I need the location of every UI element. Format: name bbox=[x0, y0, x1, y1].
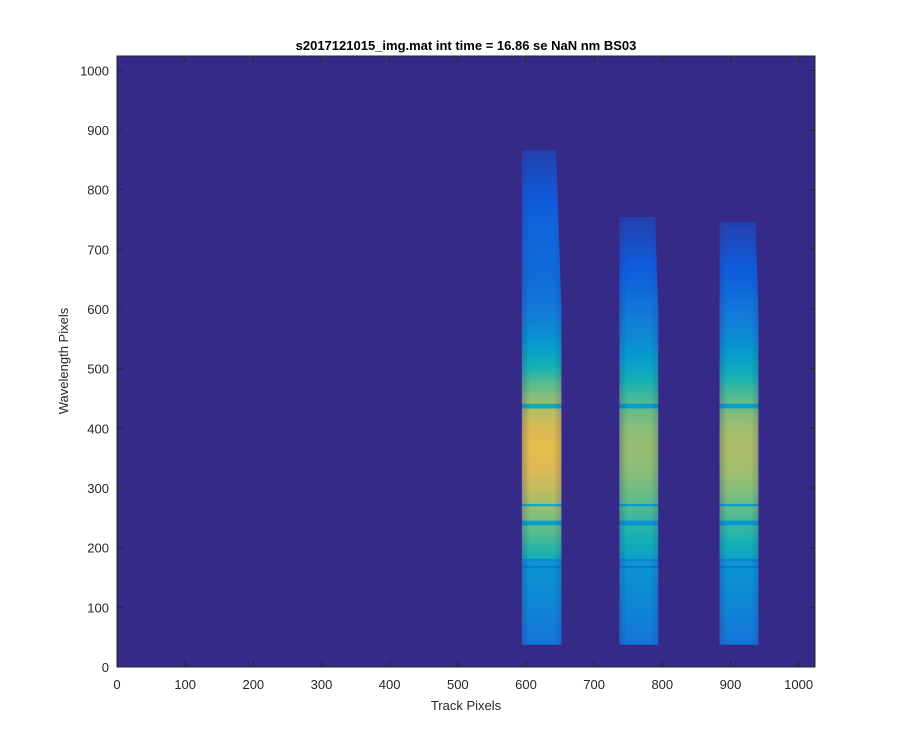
x-tick-label: 100 bbox=[174, 677, 196, 692]
track-edge-shading bbox=[521, 150, 562, 645]
x-axis-label: Track Pixels bbox=[431, 698, 502, 713]
x-axis: 0 100 200 300 400 500 600 700 800 900 1000 bbox=[113, 56, 813, 692]
x-tick-label: 300 bbox=[311, 677, 333, 692]
x-tick-label: 400 bbox=[379, 677, 401, 692]
x-tick-label: 500 bbox=[447, 677, 469, 692]
track-edge-shading bbox=[719, 222, 759, 645]
spectral-track-3 bbox=[719, 221, 759, 645]
x-tick-label: 600 bbox=[515, 677, 537, 692]
plot-frame bbox=[116, 55, 816, 668]
x-tick-label: 1000 bbox=[784, 677, 813, 692]
track-edge-shading bbox=[619, 218, 659, 645]
y-tick-label: 900 bbox=[87, 123, 109, 138]
tracks-layer bbox=[521, 150, 759, 645]
plot-background bbox=[117, 56, 815, 667]
spectral-track-2 bbox=[619, 217, 659, 645]
x-tick-label: 0 bbox=[113, 677, 120, 692]
x-tick-label: 900 bbox=[720, 677, 742, 692]
y-tick-label: 500 bbox=[87, 362, 109, 377]
y-tick-label: 800 bbox=[87, 183, 109, 198]
y-axis-label: Wavelength Pixels bbox=[56, 307, 71, 414]
y-tick-label: 700 bbox=[87, 242, 109, 257]
x-tick-label: 200 bbox=[242, 677, 264, 692]
spectral-track-1 bbox=[521, 150, 562, 645]
x-tick-label: 700 bbox=[583, 677, 605, 692]
y-axis: 0 100 200 300 400 500 600 700 800 900 1000 bbox=[80, 63, 815, 675]
y-tick-label: 400 bbox=[87, 421, 109, 436]
x-tick-label: 800 bbox=[651, 677, 673, 692]
y-tick-label: 600 bbox=[87, 302, 109, 317]
y-tick-label: 0 bbox=[102, 660, 109, 675]
y-tick-label: 1000 bbox=[80, 63, 109, 78]
y-tick-label: 300 bbox=[87, 481, 109, 496]
chart-title: s2017121015_img.mat int time = 16.86 se … bbox=[296, 38, 637, 53]
y-tick-label: 200 bbox=[87, 541, 109, 556]
y-tick-label: 100 bbox=[87, 600, 109, 615]
